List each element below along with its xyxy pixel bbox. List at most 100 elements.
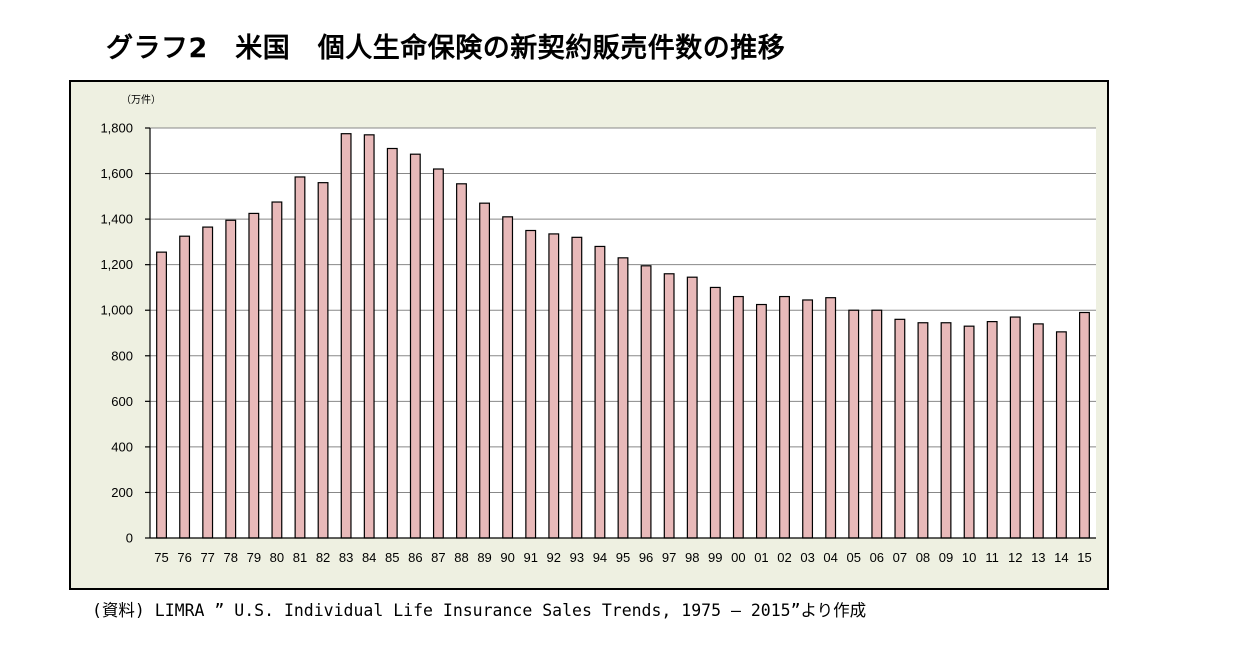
bar-95 [617, 257, 629, 539]
bar-82 [317, 182, 329, 539]
bar-84 [363, 134, 375, 539]
y-tick-label: 200 [111, 485, 133, 500]
bar-75 [156, 251, 167, 539]
x-tick-label: 75 [154, 550, 168, 565]
x-tick-label: 98 [685, 550, 699, 565]
x-tick-label: 89 [477, 550, 491, 565]
x-tick-label: 14 [1054, 550, 1068, 565]
chart-title: グラフ2 米国 個人生命保険の新契約販売件数の推移 [106, 33, 786, 64]
bar-07 [894, 318, 906, 539]
y-tick-label: 1,400 [100, 212, 133, 227]
x-tick-label: 90 [500, 550, 514, 565]
x-tick-label: 91 [523, 550, 537, 565]
x-tick-label: 05 [846, 550, 860, 565]
x-tick-label: 79 [247, 550, 261, 565]
x-tick-label: 85 [385, 550, 399, 565]
bar-99 [709, 286, 721, 539]
x-tick-label: 92 [547, 550, 561, 565]
bar-89 [479, 202, 491, 539]
bar-98 [686, 276, 698, 539]
y-tick-label: 1,000 [100, 303, 133, 318]
x-tick-label: 88 [454, 550, 468, 565]
bar-88 [456, 183, 467, 539]
x-tick-label: 82 [316, 550, 330, 565]
bar-06 [871, 309, 883, 539]
bar-08 [917, 322, 929, 539]
x-tick-label: 06 [870, 550, 884, 565]
y-tick-label: 400 [111, 439, 133, 454]
x-tick-label: 78 [224, 550, 238, 565]
bar-87 [432, 168, 444, 539]
bar-04 [825, 297, 837, 539]
bar-93 [571, 236, 583, 539]
x-tick-label: 09 [939, 550, 953, 565]
x-tick-label: 76 [177, 550, 191, 565]
x-tick-label: 77 [200, 550, 214, 565]
source-note: (資料) LIMRA ” U.S. Individual Life Insura… [92, 601, 867, 620]
x-tick-label: 03 [800, 550, 814, 565]
bar-86 [409, 153, 421, 539]
bar-12 [1009, 316, 1021, 539]
bars [156, 133, 1090, 539]
y-tick-label: 800 [111, 348, 133, 363]
x-tick-label: 86 [408, 550, 422, 565]
bar-05 [848, 309, 860, 539]
x-tick-label: 84 [362, 550, 376, 565]
x-tick-label: 12 [1008, 550, 1022, 565]
x-tick-label: 81 [293, 550, 307, 565]
x-tick-label: 94 [593, 550, 607, 565]
x-tick-label: 80 [270, 550, 284, 565]
x-tick-labels: 75 76 77 78 79 80 81 82 83 84 85 86 87 88 89 90 91 92 93 94… [154, 550, 1091, 565]
y-tick-label: 600 [111, 394, 133, 409]
bar-03 [802, 299, 814, 539]
bar-90 [502, 216, 514, 539]
y-tick-labels: 0 200 400 600 800 1,000 1,200 1,400 1,600 1,800 [100, 121, 133, 546]
x-tick-label: 11 [985, 550, 999, 565]
bar-00 [732, 295, 744, 539]
x-tick-label: 10 [962, 550, 976, 565]
x-tick-label: 00 [731, 550, 745, 565]
bar-10 [963, 325, 975, 539]
x-tick-label: 87 [431, 550, 445, 565]
x-tick-label: 83 [339, 550, 353, 565]
x-tick-label: 02 [777, 550, 791, 565]
y-tick-label: 1,200 [100, 257, 133, 272]
bar-09 [940, 322, 952, 539]
x-tick-label: 15 [1077, 550, 1091, 565]
y-tick-label: 1,800 [100, 121, 133, 136]
x-tick-label: 01 [754, 550, 768, 565]
bar-78 [225, 219, 237, 539]
x-tick-label: 08 [916, 550, 930, 565]
bar-01 [755, 303, 767, 539]
bar-85 [386, 147, 398, 539]
x-tick-label: 13 [1031, 550, 1045, 565]
bar-94 [594, 245, 606, 539]
bar-81 [294, 176, 306, 539]
x-tick-label: 07 [893, 550, 907, 565]
bar-92 [548, 233, 560, 539]
x-tick-label: 04 [823, 550, 837, 565]
axes [145, 127, 1096, 539]
bar-80 [271, 201, 283, 539]
bar-14 [1055, 331, 1067, 539]
y-tick-label: 1,600 [100, 166, 133, 181]
bar-79 [248, 212, 260, 539]
y-unit-label: （万件） [121, 94, 161, 106]
bar-11 [986, 321, 998, 539]
x-tick-label: 93 [570, 550, 584, 565]
bar-77 [202, 226, 214, 539]
x-tick-label: 96 [639, 550, 653, 565]
bar-91 [525, 229, 537, 539]
bar-15 [1079, 311, 1090, 539]
bar-97 [663, 273, 675, 539]
chart-frame: 0 200 400 600 800 1,000 1,200 1,400 1,600 1,800 7… [69, 80, 1109, 590]
bar-83 [340, 133, 352, 539]
bar-96 [640, 265, 652, 539]
x-tick-label: 97 [662, 550, 676, 565]
y-tick-label: 0 [126, 531, 133, 546]
x-tick-label: 95 [616, 550, 630, 565]
bar-02 [779, 295, 790, 539]
bar-13 [1032, 323, 1044, 539]
x-tick-label: 99 [708, 550, 722, 565]
